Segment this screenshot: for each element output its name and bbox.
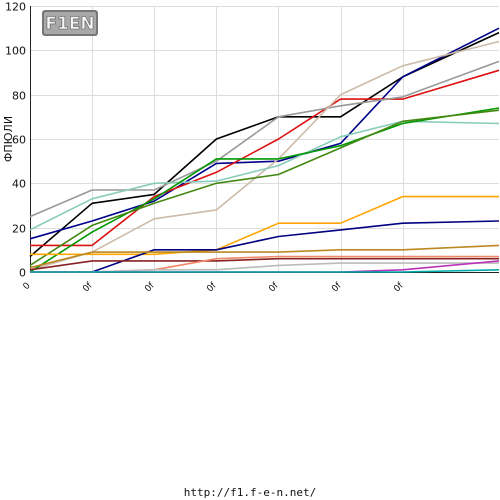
y-axis-label: ФПЮЛИ: [2, 116, 15, 162]
series-line-10: [30, 220, 500, 273]
y-tick-label: 20: [12, 223, 26, 236]
series-line-1: [29, 31, 500, 258]
y-tick-label: 120: [5, 1, 26, 14]
logo-text: F1EN: [45, 14, 94, 34]
x-tick-label: 0f: [81, 280, 95, 294]
chart-series: [29, 27, 500, 273]
x-tick-label: 0f: [330, 280, 344, 294]
y-tick-label: 60: [12, 134, 26, 147]
series-line-11: [29, 244, 500, 269]
x-tick-label: 0f: [143, 280, 157, 294]
x-tick-label: 0f: [267, 280, 281, 294]
series-line-2: [29, 27, 500, 240]
source-url: http://f1.f-e-n.net/: [183, 486, 317, 499]
x-tick-label: 0: [21, 281, 32, 292]
chart-grid: [30, 6, 499, 272]
series-line-8: [29, 109, 500, 267]
y-tick-label: 100: [5, 45, 26, 58]
y-tick-label: 80: [12, 90, 26, 103]
series-line-16: [30, 269, 500, 273]
f1en-logo: F1EN: [42, 10, 98, 36]
series-line-9: [30, 195, 499, 256]
series-line-6: [29, 120, 500, 231]
series-line-12: [29, 257, 499, 271]
series-line-5: [29, 40, 500, 271]
series-line-7: [29, 107, 500, 273]
series-line-4: [29, 60, 500, 218]
y-tick-label: 40: [12, 178, 26, 191]
x-tick-label: 0f: [205, 280, 219, 294]
y-tick-label: 0: [19, 267, 26, 280]
x-tick-label: 0f: [392, 280, 406, 294]
